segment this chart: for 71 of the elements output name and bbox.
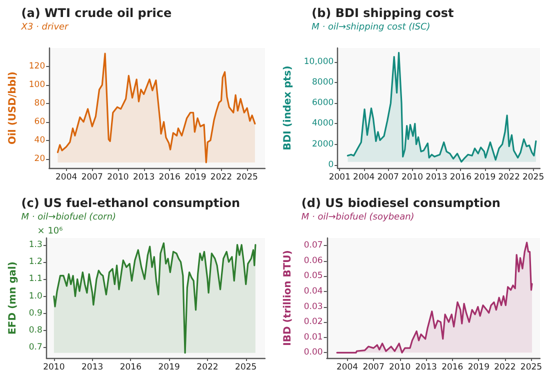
y-tick-label: 0.01 xyxy=(304,332,323,342)
x-tick-label: 2022 xyxy=(498,172,520,182)
y-tick-label: 0.04 xyxy=(304,286,323,297)
chart-subtitle: M · oil→biofuel (corn) xyxy=(21,212,116,222)
y-tick-label: 1.2 xyxy=(28,257,42,267)
y-tick-label: 60 xyxy=(34,116,46,127)
x-tick-label: 2013 xyxy=(415,362,437,372)
x-tick-label: 2004 xyxy=(336,362,358,372)
chart-subtitle: M · oil→biofuel (soybean) xyxy=(301,212,414,222)
y-axis-title: IBD (trillion BTU) xyxy=(282,250,294,346)
x-tick-label: 2013 xyxy=(426,172,448,182)
y-tick-label: 0.07 xyxy=(304,240,323,251)
chart-subtitle: X3 · driver xyxy=(20,22,70,32)
x-tick-label: 2025 xyxy=(236,172,258,182)
y-tick-label: 0.9 xyxy=(28,308,42,318)
x-tick-label: 2016 xyxy=(158,172,180,182)
x-tick-label: 2016 xyxy=(120,362,142,372)
y-tick-label: 8000 xyxy=(312,78,334,88)
x-tick-label: 2004 xyxy=(353,172,375,182)
y-tick-label: 0.05 xyxy=(304,271,323,282)
x-tick-label: 2007 xyxy=(377,172,399,182)
x-tick-label: 2010 xyxy=(107,172,129,182)
y-tick-label: 80 xyxy=(34,98,46,108)
y-tick-label: 120 xyxy=(28,61,46,72)
x-tick-label: 2010 xyxy=(401,172,424,182)
x-tick-label: 2019 xyxy=(184,172,206,182)
chart-subtitle: M · oil→shipping cost (ISC) xyxy=(312,22,430,32)
y-axis-title: EFD (mn gal) xyxy=(8,262,18,334)
x-tick-label: 2001 xyxy=(328,172,350,182)
y-tick-label: 0.03 xyxy=(304,302,323,312)
y-tick-label: 6000 xyxy=(312,98,334,108)
y-tick-label: 0.02 xyxy=(304,317,323,328)
x-tick-label: 2013 xyxy=(132,172,155,182)
y-axis-title: BDI (index pts) xyxy=(282,66,294,150)
x-tick-label: 2013 xyxy=(81,362,104,372)
y-tick-label: 1.0 xyxy=(28,291,42,302)
y-tick-label: 0.8 xyxy=(28,326,42,336)
x-tick-label: 2025 xyxy=(522,172,544,182)
x-tick-label: 2007 xyxy=(81,172,103,182)
chart-title: (c) US fuel-ethanol consumption xyxy=(21,196,240,210)
y-tick-label: 1.3 xyxy=(28,240,42,250)
text: × 10⁶ xyxy=(37,226,64,236)
y-tick-label: 0 xyxy=(328,160,334,170)
chart-title: (a) WTI crude oil price xyxy=(21,6,172,20)
x-tick-label: 2019 xyxy=(158,362,180,372)
chart-title: (d) US biodiesel consumption xyxy=(301,196,500,210)
y-tick-label: 0.06 xyxy=(304,256,323,266)
chart-title: (b) BDI shipping cost xyxy=(312,6,454,20)
y-tick-label: 4000 xyxy=(312,118,334,129)
x-tick-label: 2010 xyxy=(43,362,65,372)
x-tick-label: 2022 xyxy=(196,362,218,372)
y-tick-label: 0.7 xyxy=(28,342,42,353)
x-tick-label: 2010 xyxy=(389,362,411,372)
x-tick-label: 2022 xyxy=(210,172,232,182)
y-tick-label: 10,000 xyxy=(304,56,334,67)
x-tick-label: 2022 xyxy=(494,362,516,372)
x-tick-label: 2019 xyxy=(474,172,496,182)
y-tick-label: 2000 xyxy=(312,139,334,150)
y-tick-label: 1.1 xyxy=(28,274,42,284)
x-tick-label: 2019 xyxy=(468,362,490,372)
x-tick-label: 2007 xyxy=(362,362,384,372)
x-tick-label: 2025 xyxy=(520,362,542,372)
x-tick-label: 2016 xyxy=(442,362,464,372)
y-axis-title: Oil (USD/bbl) xyxy=(8,72,18,144)
x-tick-label: 2016 xyxy=(450,172,472,182)
x-tick-label: 2004 xyxy=(56,172,78,182)
y-tick-label: 20 xyxy=(34,154,46,164)
y-tick-label: 40 xyxy=(34,135,46,146)
x-tick-label: 2025 xyxy=(235,362,257,372)
y-tick-label: 100 xyxy=(28,80,46,90)
y-tick-label: 0.00 xyxy=(304,348,323,358)
